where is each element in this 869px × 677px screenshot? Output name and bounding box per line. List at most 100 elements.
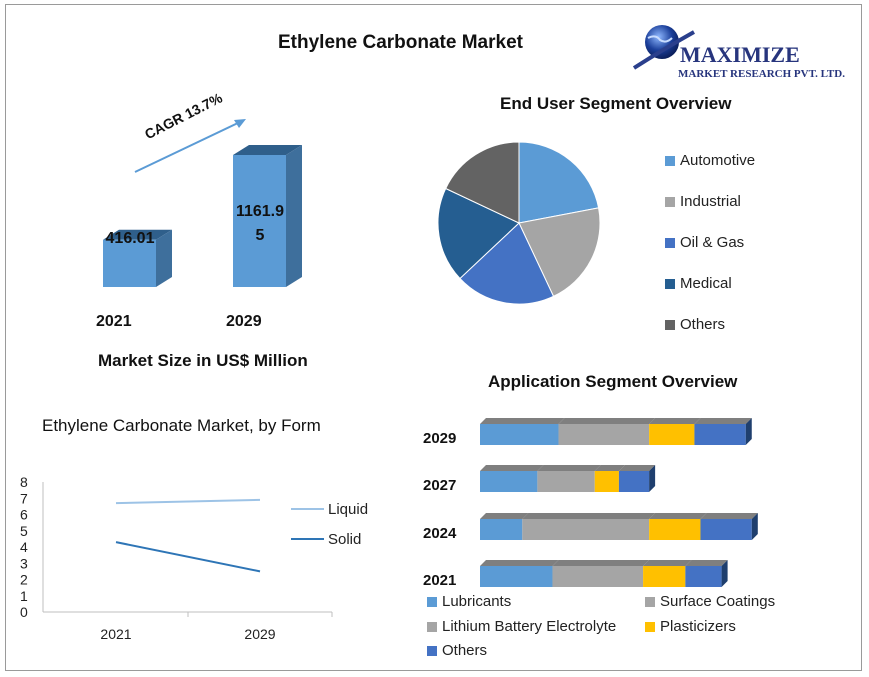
segment-others [694,424,746,445]
pie-slice-others [445,141,520,224]
legend-swatch [665,320,675,331]
legend-swatch [665,156,675,167]
bar-end-side [745,418,752,445]
page-title: Ethylene Carbonate Market [278,32,523,53]
segment-top [685,560,728,566]
bar-category-2029: 2029 [226,313,262,330]
segment-top [700,513,758,519]
segment-plasticizers [649,424,695,445]
segment-top [649,418,701,424]
segment-lubricants [480,471,538,492]
cagr-arrow-head [234,119,246,128]
segment-top [480,560,559,566]
stack-legend-item: Plasticizers [645,618,736,635]
infographic-frame [5,4,862,671]
segment-plasticizers [649,519,701,540]
segment-top [480,418,565,424]
segment-top [537,465,601,471]
pie-title: End User Segment Overview [500,94,732,113]
segment-top [649,513,707,519]
bar-top [233,145,302,155]
bar-value-2029: 1161.9 5 [235,203,285,244]
legend-swatch [427,622,437,633]
segment-others [685,566,722,587]
y-tick-label: 3 [20,555,28,571]
segment-lubricants [480,519,523,540]
stacked-bar-title: Application Segment Overview [488,372,738,391]
segment-surface-coatings [522,519,650,540]
y-tick-label: 2 [20,572,28,588]
segment-top [558,418,656,424]
pie-slice-oil-gas [459,222,555,305]
line-chart-title: Ethylene Carbonate Market, by Form [42,416,321,435]
stack-category-label: 2029 [423,430,456,447]
stack-category-label: 2024 [423,525,457,542]
y-tick-label: 8 [20,474,28,490]
stack-category-label: 2021 [423,572,456,589]
y-tick-label: 7 [20,490,28,506]
segment-others [618,471,650,492]
y-tick-label: 1 [20,588,28,604]
bar-category-2021: 2021 [96,313,132,330]
x-tick-label: 2029 [244,626,275,642]
stack-category-label: 2027 [423,477,456,494]
segment-lubricants [480,566,553,587]
pie-legend: Automotive Industrial Oil & Gas Medical … [665,152,755,357]
legend-swatch [665,238,675,249]
segment-others [700,519,752,540]
segment-top [618,465,656,471]
segment-top [552,560,650,566]
pie-legend-item: Medical [665,275,755,316]
segment-plasticizers [594,471,619,492]
legend-swatch [427,646,437,657]
bar-2029 [233,155,286,287]
pie-legend-item: Others [665,316,755,357]
segment-top [480,465,544,471]
stack-legend-item: Lithium Battery Electrolyte [427,618,616,635]
segment-top [694,418,752,424]
pie-legend-item: Oil & Gas [665,234,755,275]
segment-top [643,560,692,566]
pie-legend-item: Industrial [665,193,755,234]
logo-line2: MARKET RESEARCH PVT. LTD. [678,68,845,80]
pie-slice-automotive [518,141,600,224]
segment-top [594,465,625,471]
pie-slice-medical [437,187,520,280]
segment-top [522,513,656,519]
pie-slice-industrial [518,207,601,297]
bar-end-side [721,560,728,587]
legend-swatch [645,622,655,633]
y-tick-label: 0 [20,604,28,620]
bar-side [286,145,302,287]
logo-line1: MAXIMIZE [680,42,800,67]
legend-swatch [645,597,655,608]
segment-surface-coatings [558,424,650,445]
y-tick-label: 6 [20,507,28,523]
legend-swatch [665,197,675,208]
x-tick-label: 2021 [100,626,131,642]
bar-top [103,229,172,240]
stack-legend-item: Lubricants [427,593,511,610]
segment-surface-coatings [552,566,644,587]
segment-top [480,513,529,519]
bar-value-2021: 416.01 [105,230,155,247]
pie-legend-item: Automotive [665,152,755,193]
legend-label-solid: Solid [328,531,361,548]
segment-lubricants [480,424,559,445]
legend-swatch [665,279,675,290]
line-series-solid [115,541,261,573]
bar-chart-xlabel: Market Size in US$ Million [98,351,308,370]
stack-legend-item: Surface Coatings [645,593,775,610]
segment-surface-coatings [537,471,595,492]
cagr-arrow-line [134,121,241,173]
line-series-liquid [115,498,261,505]
stack-legend-item: Others [427,642,487,659]
y-tick-label: 5 [20,523,28,539]
y-tick-label: 4 [20,539,28,555]
maximize-logo: MAXIMIZE MARKET RESEARCH PVT. LTD. [632,25,845,80]
bar-2021 [103,239,156,287]
